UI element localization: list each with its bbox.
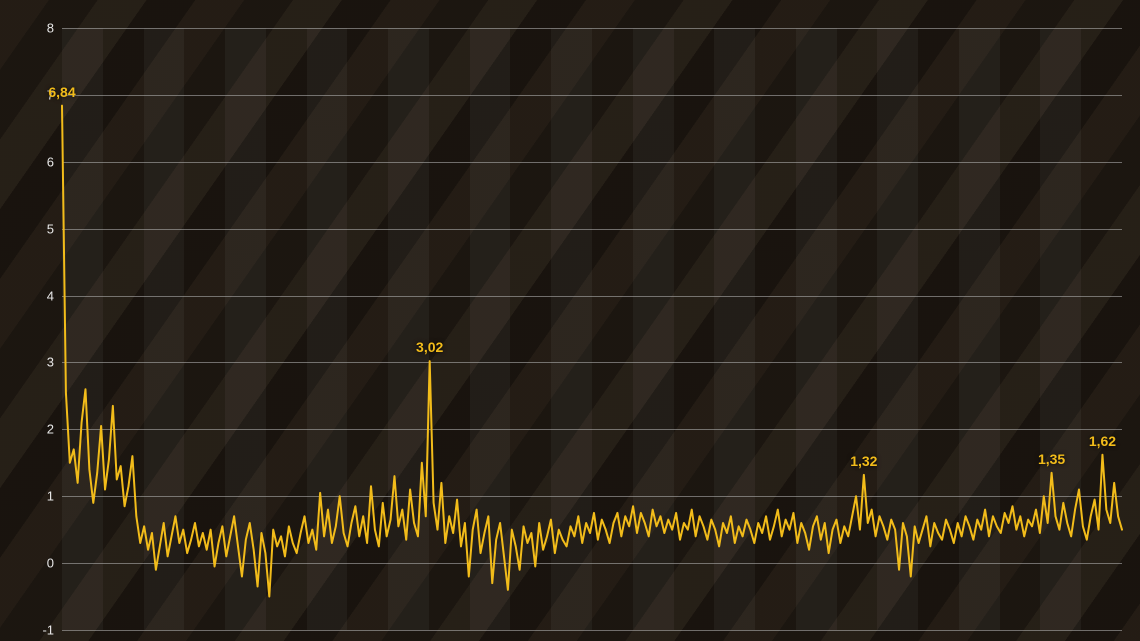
y-tick-label: 5 (47, 221, 54, 236)
y-tick-label: -1 (42, 623, 54, 638)
y-tick-label: 8 (47, 21, 54, 36)
y-tick-label: 0 (47, 556, 54, 571)
data-label: 3,02 (416, 339, 443, 355)
y-tick-label: 6 (47, 154, 54, 169)
line-series (62, 28, 1122, 630)
y-tick-label: 1 (47, 489, 54, 504)
plot-area: -10123456786,843,021,321,351,62 (62, 28, 1122, 630)
gridline-horizontal (62, 630, 1122, 631)
y-tick-label: 4 (47, 288, 54, 303)
data-label: 1,35 (1038, 451, 1065, 467)
y-tick-label: 2 (47, 422, 54, 437)
y-tick-label: 3 (47, 355, 54, 370)
chart-frame: -10123456786,843,021,321,351,62 (0, 0, 1140, 641)
data-label: 1,32 (850, 453, 877, 469)
data-label: 6,84 (48, 84, 75, 100)
data-label: 1,62 (1089, 433, 1116, 449)
